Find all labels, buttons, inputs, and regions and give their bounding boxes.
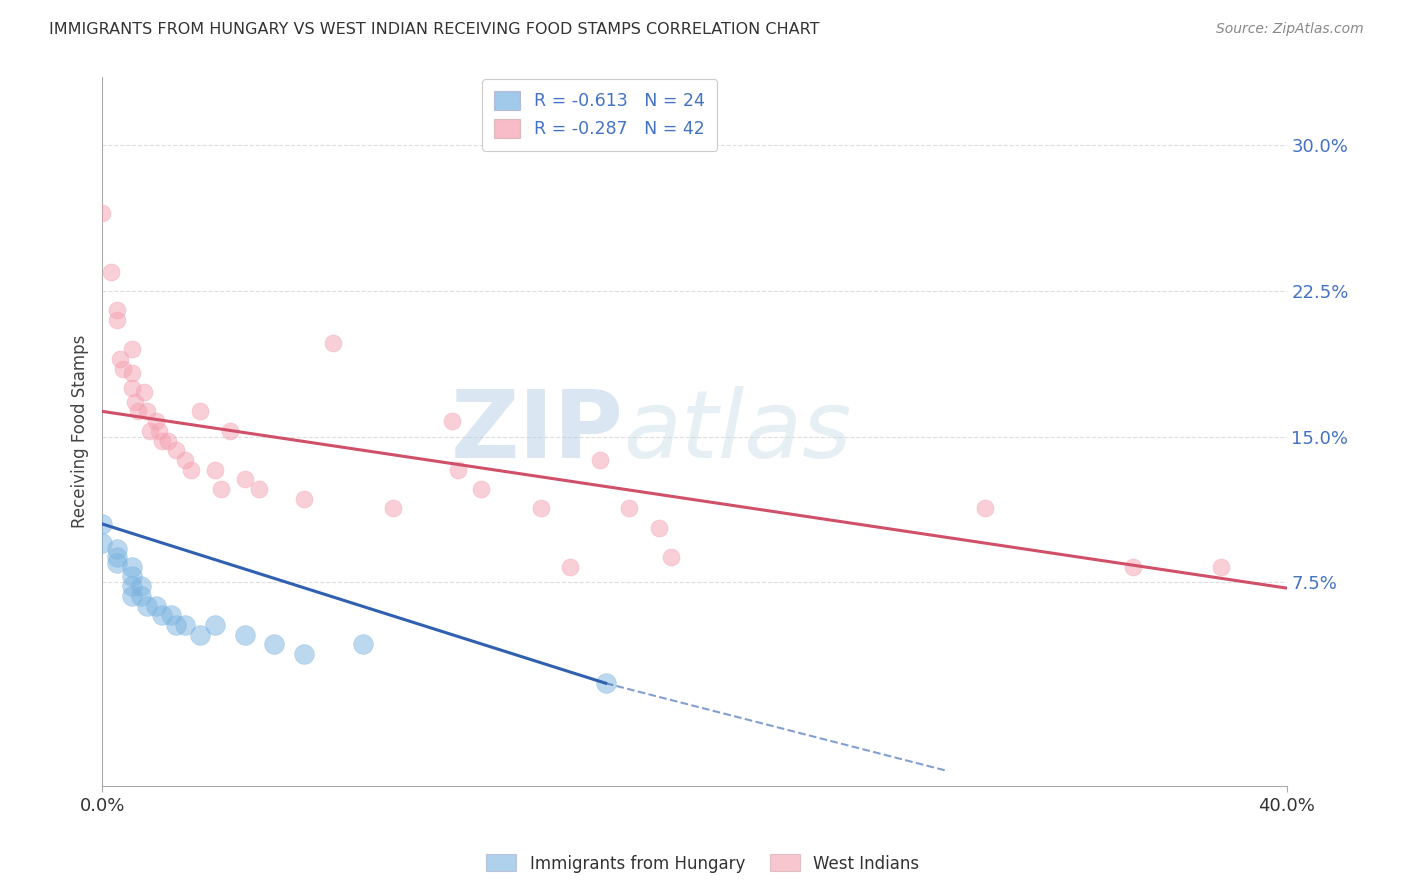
Point [470, 482, 492, 496]
Point [105, 549, 128, 564]
Point [1122, 559, 1144, 574]
Point [165, 618, 187, 632]
Point [124, 394, 146, 409]
Point [105, 556, 128, 570]
Point [188, 404, 211, 418]
Point [381, 501, 404, 516]
Point [100, 264, 122, 278]
Text: ZIP: ZIP [450, 386, 623, 478]
Point [973, 501, 995, 516]
Point [145, 599, 167, 613]
Point [440, 414, 463, 428]
Point [148, 424, 170, 438]
Point [204, 618, 226, 632]
Legend: R = -0.613   N = 24, R = -0.287   N = 42: R = -0.613 N = 24, R = -0.287 N = 42 [482, 79, 717, 151]
Point [121, 589, 143, 603]
Point [105, 542, 128, 557]
Point [135, 404, 157, 418]
Point [204, 463, 226, 477]
Point [619, 501, 641, 516]
Point [121, 569, 143, 583]
Text: Source: ZipAtlas.com: Source: ZipAtlas.com [1216, 22, 1364, 37]
Text: atlas: atlas [623, 386, 852, 477]
Point [121, 579, 143, 593]
Point [91, 206, 114, 220]
Point [135, 599, 157, 613]
Point [292, 491, 315, 506]
Point [112, 361, 135, 376]
Point [247, 482, 270, 496]
Point [108, 351, 131, 366]
Point [1211, 559, 1233, 574]
Point [159, 608, 181, 623]
Point [659, 549, 682, 564]
Point [121, 381, 143, 395]
Point [292, 647, 315, 661]
Point [105, 313, 128, 327]
Point [209, 482, 232, 496]
Point [447, 463, 470, 477]
Point [589, 453, 612, 467]
Point [188, 628, 211, 642]
Point [145, 414, 167, 428]
Point [233, 472, 256, 486]
Point [127, 404, 149, 418]
Point [529, 501, 551, 516]
Point [129, 589, 152, 603]
Point [218, 424, 240, 438]
Point [91, 516, 114, 531]
Point [560, 559, 582, 574]
Point [150, 434, 173, 448]
Point [174, 618, 197, 632]
Point [129, 579, 152, 593]
Point [121, 366, 143, 380]
Point [132, 384, 155, 399]
Point [233, 628, 256, 642]
Point [352, 637, 374, 651]
Point [322, 336, 344, 351]
Legend: Immigrants from Hungary, West Indians: Immigrants from Hungary, West Indians [479, 847, 927, 880]
Point [263, 637, 285, 651]
Point [174, 453, 197, 467]
Point [156, 434, 179, 448]
Point [180, 463, 202, 477]
Point [595, 676, 617, 690]
Y-axis label: Receiving Food Stamps: Receiving Food Stamps [72, 335, 89, 528]
Point [91, 536, 114, 550]
Point [165, 443, 187, 458]
Point [121, 559, 143, 574]
Point [105, 303, 128, 318]
Text: IMMIGRANTS FROM HUNGARY VS WEST INDIAN RECEIVING FOOD STAMPS CORRELATION CHART: IMMIGRANTS FROM HUNGARY VS WEST INDIAN R… [49, 22, 820, 37]
Point [139, 424, 162, 438]
Point [150, 608, 173, 623]
Point [648, 521, 671, 535]
Point [121, 343, 143, 357]
